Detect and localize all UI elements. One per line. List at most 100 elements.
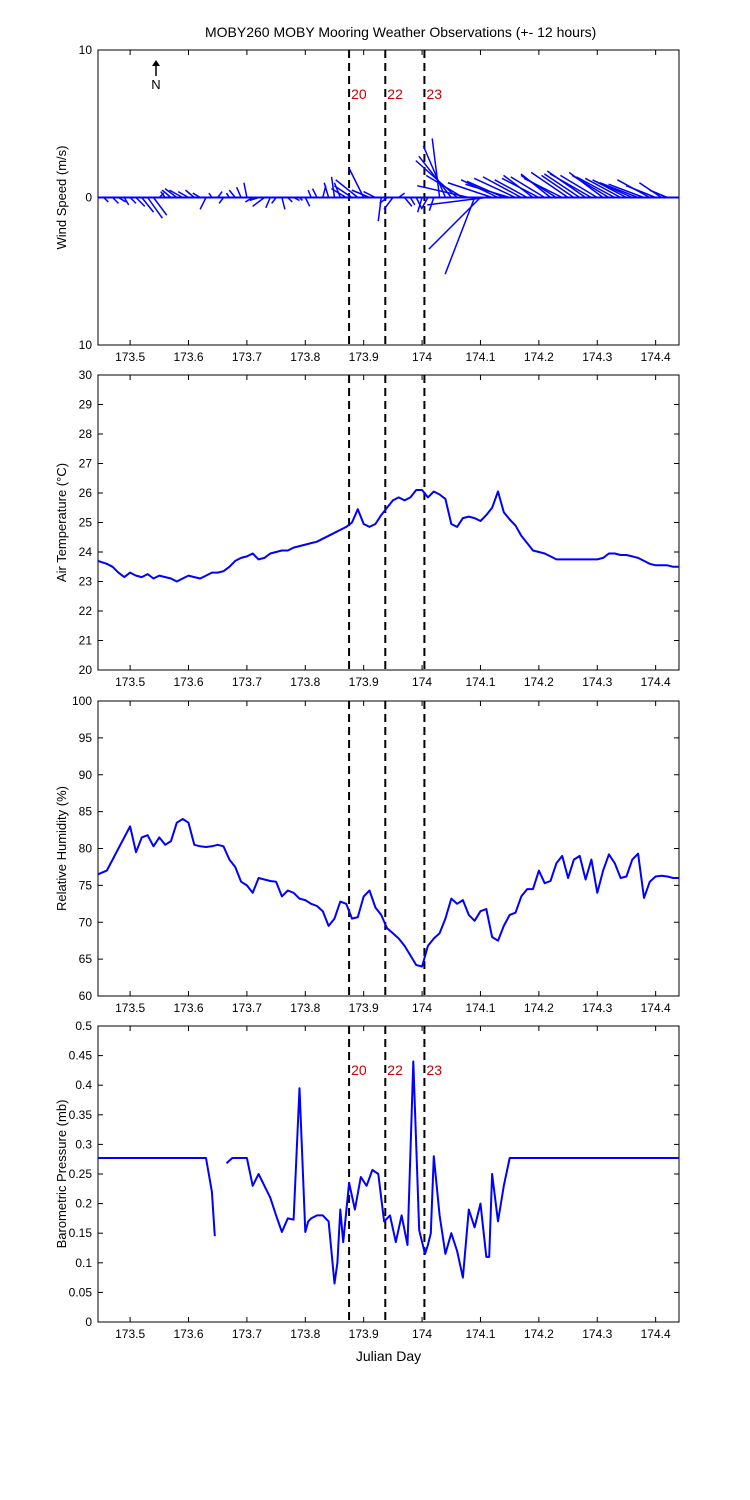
panel2-ytick-label: 26: [79, 486, 93, 500]
panel1-wind-vector: [281, 197, 286, 210]
panel1-wind-vector: [415, 197, 423, 210]
panel4-ylabel: Barometric Pressure (mb): [54, 1100, 69, 1249]
panel1-wind-vector: [330, 176, 336, 198]
panel1-wind-vector: [549, 173, 592, 199]
panel1-wind-vector: [543, 173, 581, 199]
panel3-ytick-label: 75: [79, 878, 93, 892]
panel3-ytick-label: 90: [79, 768, 93, 782]
panel1-wind-vector: [494, 179, 528, 199]
panel3-ytick-label: 100: [72, 694, 92, 708]
panel1-wind-vector: [351, 189, 370, 199]
panel1-wind-vector: [444, 197, 476, 275]
panel1-wind-vector: [379, 196, 388, 204]
panel2-xtick-label: 173.9: [349, 675, 379, 689]
panel2-ytick-label: 20: [79, 663, 93, 677]
panel1-wind-vector: [265, 197, 271, 209]
panel1-wind-vector: [403, 197, 413, 207]
panel1-wind-vector: [428, 196, 481, 250]
panel1-wind-vector: [425, 174, 464, 199]
panel2-xtick-label: 174.1: [465, 675, 495, 689]
panel1-wind-vector: [482, 176, 522, 199]
panel1-xtick-label: 173.5: [115, 350, 145, 364]
panel4-xtick-label: 173.5: [115, 1327, 145, 1341]
panel1-wind-vector: [416, 184, 469, 199]
panel1-wind-vector: [398, 192, 406, 199]
panel1-wind-vector: [208, 192, 213, 198]
panel1-wind-vector: [415, 160, 458, 199]
panel1-wind-vector: [307, 189, 312, 198]
panel3-xtick-label: 174.2: [524, 1001, 554, 1015]
panel4-xtick-label: 173.9: [349, 1327, 379, 1341]
panel3-xtick-label: 173.6: [173, 1001, 203, 1015]
panel1-wind-vector: [510, 176, 546, 199]
panel1-wind-vector: [363, 190, 376, 199]
panel3-series-line: [97, 818, 679, 968]
panel3-xtick-label: 174.3: [582, 1001, 612, 1015]
panel1-wind-vector: [409, 197, 416, 206]
panel1-marker-label: 20: [351, 86, 367, 102]
panel1-wind-vector: [377, 197, 382, 222]
panel1-wind-vector: [152, 197, 168, 216]
panel1-wind-vector: [249, 196, 259, 202]
panel1-wind-vector: [244, 196, 254, 203]
panel3-xtick-label: 173.5: [115, 1001, 145, 1015]
panel2-ylabel: Air Temperature (°C): [54, 463, 69, 582]
panel2-ytick-label: 27: [79, 457, 93, 471]
panel1-wind-vector: [571, 174, 610, 199]
panel1-wind-vector: [271, 197, 277, 204]
panel4-xtick-label: 174.2: [524, 1327, 554, 1341]
panel1-xtick-label: 174.3: [582, 350, 612, 364]
panel4-xtick-label: 173.7: [232, 1327, 262, 1341]
panel1-wind-vector: [422, 145, 447, 198]
panel3-xtick-label: 174.1: [465, 1001, 495, 1015]
panel1-wind-vector: [608, 183, 645, 199]
panel4-xtick-label: 173.8: [290, 1327, 320, 1341]
panel1-wind-vector: [447, 182, 493, 199]
panel1-wind-vector: [421, 197, 429, 209]
panel1-wind-vector: [287, 196, 293, 203]
panel1-wind-vector: [243, 182, 248, 198]
panel1-xtick-label: 173.7: [232, 350, 262, 364]
panel3-ytick-label: 80: [79, 842, 93, 856]
panel4-xlabel: Julian Day: [356, 1348, 421, 1364]
panel1-wind-vector: [383, 197, 394, 210]
panel2-ytick-label: 23: [79, 575, 93, 589]
panel1-wind-vector: [501, 177, 540, 199]
panel1-wind-vector: [135, 196, 146, 207]
panel1-wind-vector: [298, 196, 303, 201]
panel1-wind-vector: [559, 174, 598, 199]
panel1-xtick-label: 173.8: [290, 350, 320, 364]
panel1-marker-label: 23: [426, 86, 442, 102]
panel1-wind-vector: [348, 167, 365, 198]
panel3-ytick-label: 95: [79, 731, 93, 745]
panel2-ytick-label: 21: [79, 634, 93, 648]
panel4-ytick-label: 0.15: [69, 1226, 93, 1240]
panel2-xtick-label: 174.4: [641, 675, 671, 689]
panel1-xtick-label: 174.1: [465, 350, 495, 364]
panel1-wind-vector: [599, 182, 639, 199]
panel1-wind-vector: [147, 197, 163, 219]
panel1-xtick-label: 174.4: [641, 350, 671, 364]
panel1-wind-vector: [123, 197, 130, 206]
panel1-north-label: N: [151, 77, 160, 92]
panel3-xtick-label: 173.7: [232, 1001, 262, 1015]
panel2-xtick-label: 173.7: [232, 675, 262, 689]
panel1-wind-vector: [160, 191, 166, 198]
panel1-wind-vector: [218, 197, 225, 204]
panel2-xtick-label: 173.8: [290, 675, 320, 689]
panel1-wind-vector: [217, 191, 223, 198]
panel2-ytick-label: 29: [79, 398, 93, 412]
panel3-xtick-label: 174.4: [641, 1001, 671, 1015]
panel1-xtick-label: 174.2: [524, 350, 554, 364]
panel1-wind-vector: [228, 189, 236, 198]
panel1-wind-vector: [427, 196, 487, 206]
panel1-wind-vector: [431, 138, 441, 198]
panel1-wind-vector: [235, 186, 242, 198]
panel4-ytick-label: 0.3: [75, 1137, 92, 1151]
panel1-wind-vector: [333, 182, 342, 198]
panel1-wind-vector: [416, 197, 423, 213]
panel1-wind-vector: [625, 185, 656, 199]
panel1-wind-vector: [584, 177, 621, 199]
panel1-wind-vector: [141, 197, 155, 213]
